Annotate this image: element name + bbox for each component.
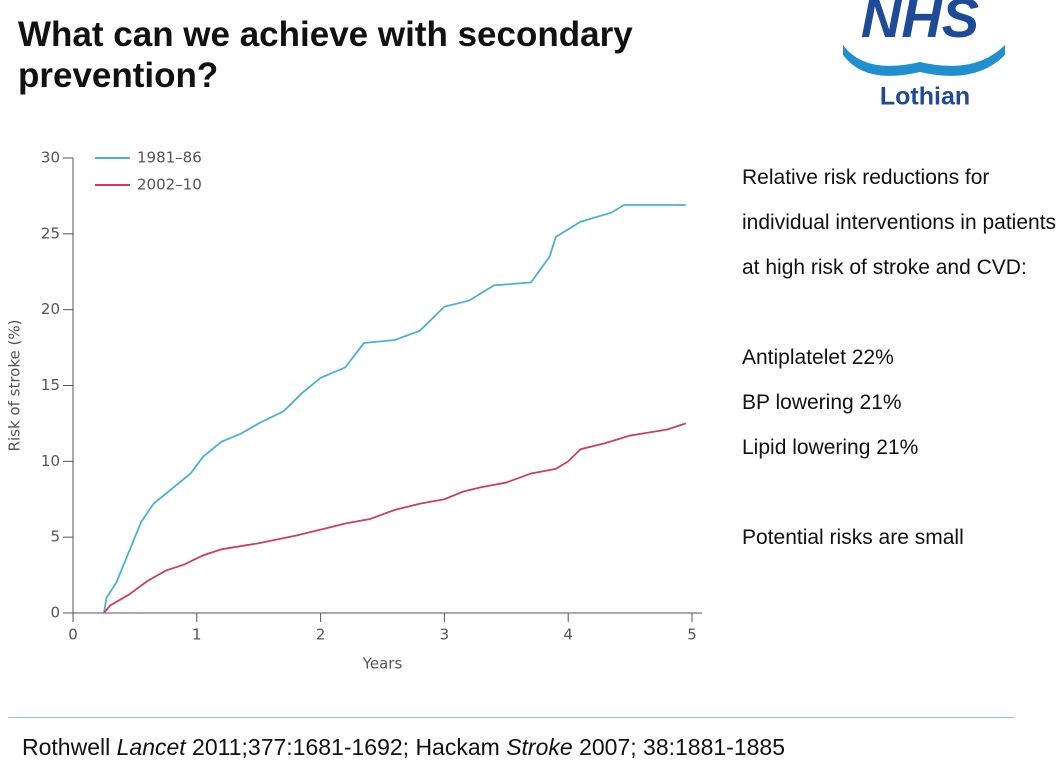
legend-label: 2002–10 <box>137 176 202 194</box>
x-tick-label: 4 <box>563 626 573 644</box>
x-tick-label: 0 <box>68 626 78 644</box>
divider <box>8 717 1015 718</box>
x-tick-label: 5 <box>687 626 697 644</box>
paragraph: Relative risk reductions for individual … <box>742 166 1057 279</box>
y-axis-label: Risk of stroke (%) <box>6 320 24 452</box>
line <box>103 422 687 614</box>
citation-text: 2011;377:1681-1692; Hackam <box>185 734 507 760</box>
slide-title: What can we achieve with secondary preve… <box>18 15 633 95</box>
citation-journal: Stroke <box>506 734 573 760</box>
y-tick-label: 20 <box>41 300 60 318</box>
paragraph: Lipid lowering 21% <box>742 436 919 459</box>
logo-name: NHS <box>861 0 979 49</box>
citation-journal: Lancet <box>116 734 186 760</box>
x-tick-label: 3 <box>440 626 450 644</box>
y-tick-label: 10 <box>41 452 60 470</box>
x-tick-label: 1 <box>192 626 202 644</box>
chart: 0 5 10 15 20 25 30 0 1 2 3 4 5 Years Risk of stroke (%… <box>6 149 702 673</box>
y-tick-label: 25 <box>41 224 60 242</box>
y-tick-label: 15 <box>41 376 60 394</box>
legend-label: 1981–86 <box>137 149 202 167</box>
logo-region: Lothian <box>880 83 970 111</box>
citation-text: Rothwell <box>22 734 117 760</box>
x-tick-label: 2 <box>316 626 326 644</box>
y-tick-label: 0 <box>50 604 60 622</box>
paragraph: Potential risks are small <box>742 526 964 549</box>
side-text: Relative risk reductions for individual … <box>742 155 1063 560</box>
logo: NHS Lothian <box>843 0 1005 111</box>
citation: Rothwell Lancet 2011;377:1681-1692; Hack… <box>22 734 785 761</box>
paragraph: BP lowering 21% <box>742 391 902 414</box>
y-tick-label: 5 <box>50 528 60 546</box>
line <box>103 204 686 614</box>
paragraph: Antiplatelet 22% <box>742 346 894 369</box>
logo-wave <box>843 45 1005 76</box>
x-axis-label: Years <box>362 655 403 673</box>
y-tick-label: 30 <box>41 149 60 167</box>
citation-text: 2007; 38:1881-1885 <box>572 734 785 760</box>
